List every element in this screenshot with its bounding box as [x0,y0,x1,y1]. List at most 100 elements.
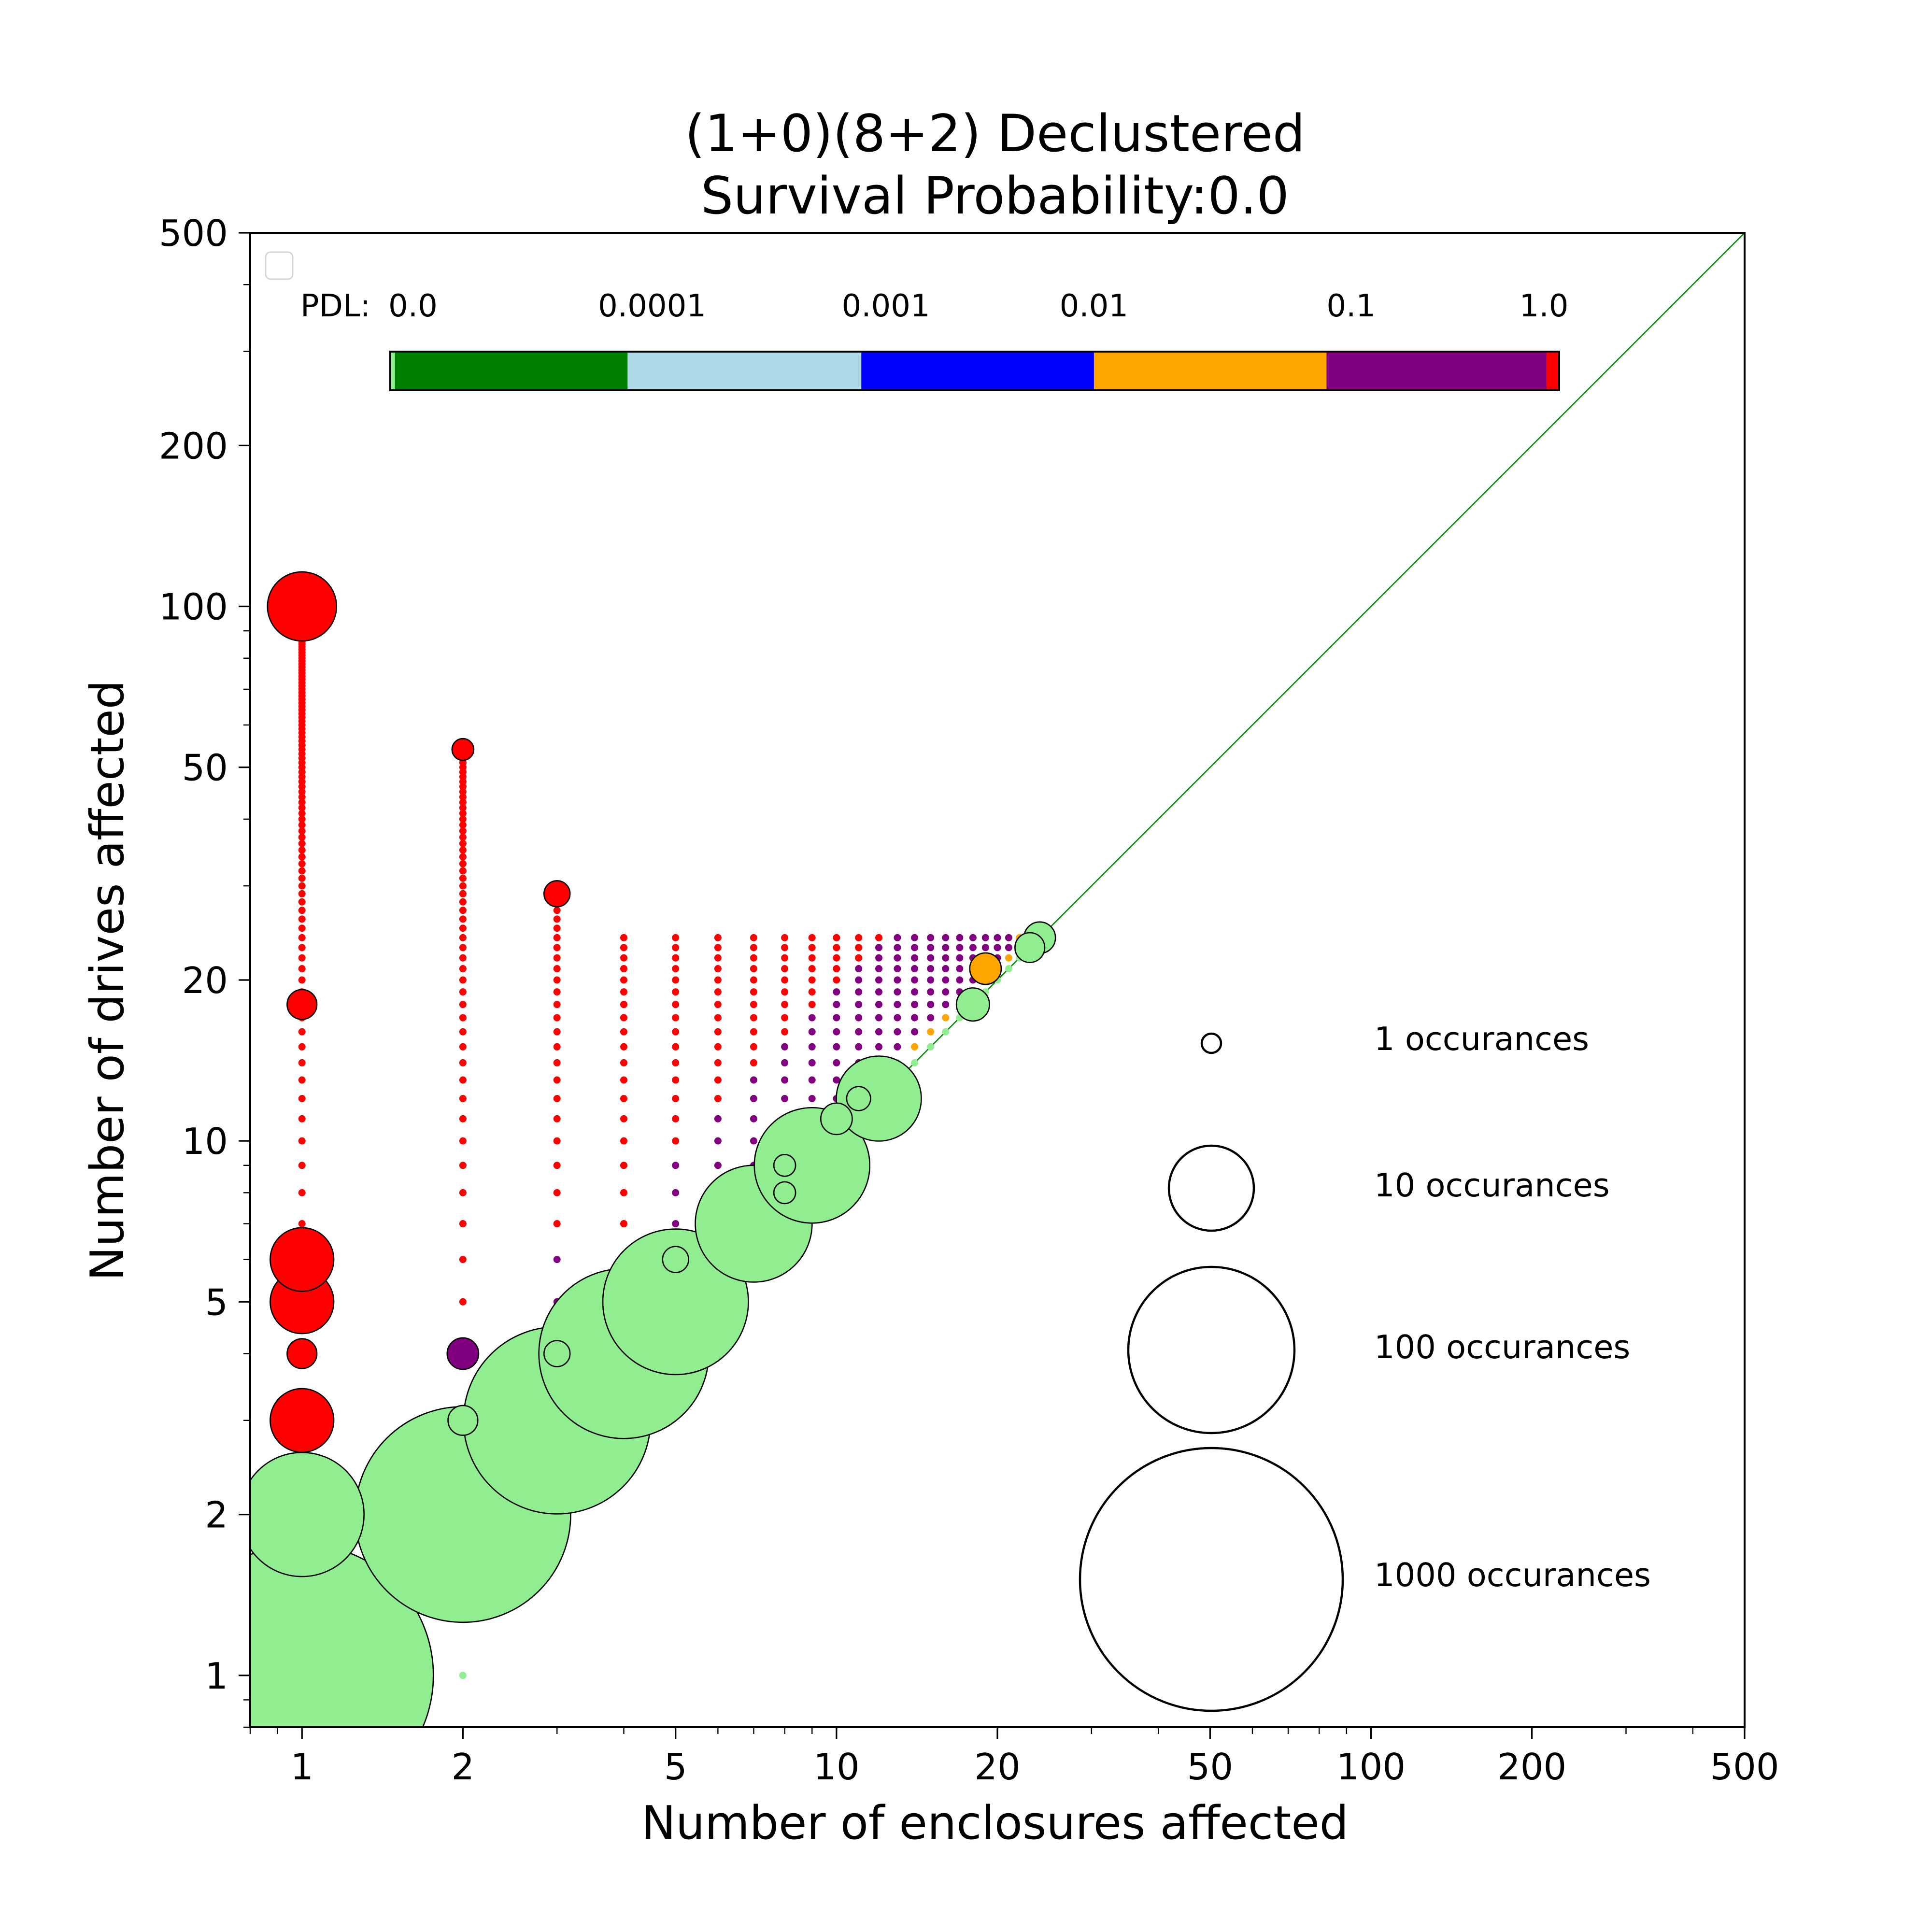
y-tick-label: 200 [159,425,228,467]
small-point-x14-y16 [911,1028,919,1036]
small-point-x9-y22 [808,954,816,962]
data-point-x8-y8 [773,1181,796,1205]
small-point-x11-y15 [855,1043,863,1051]
small-point-x1-y21 [298,965,306,973]
data-point-x3-y4 [543,1340,571,1367]
data-point-x1-y18 [286,989,318,1020]
small-point-x1-y24 [298,934,306,941]
small-point-x3-y12 [553,1095,561,1103]
small-point-x1-y42 [298,804,306,811]
small-point-x4-y10 [620,1137,627,1145]
small-point-x1-y31 [298,874,306,882]
chart-title-line-2: Survival Probability:0.0 [701,166,1289,226]
small-point-x1-y44 [298,793,306,801]
small-point-x8-y19 [781,988,789,996]
small-point-x3-y25 [553,924,561,932]
small-point-x21-y22 [1005,954,1012,962]
small-point-x2-y5 [459,1298,467,1306]
small-point-x10-y19 [833,988,840,996]
small-point-x11-y17 [855,1014,863,1022]
small-point-x5-y21 [672,965,680,973]
small-point-x5-y24 [672,934,680,941]
small-point-x2-y43 [459,798,467,806]
small-point-x10-y17 [833,1014,840,1022]
small-point-x8-y18 [781,1001,789,1009]
small-point-x1-y45 [298,788,306,796]
small-point-x6-y13 [714,1076,722,1084]
small-point-x8-y20 [781,976,789,984]
small-point-x9-y20 [808,976,816,984]
small-point-x21-y23 [1005,944,1012,952]
data-point-x1-y2 [250,1451,365,1577]
x-tick-label: 500 [1710,1746,1779,1788]
small-point-x1-y38 [298,827,306,835]
small-point-x9-y24 [808,934,816,941]
small-point-x1-y35 [298,846,306,854]
small-point-x3-y21 [553,965,561,973]
small-point-x3-y23 [553,944,561,952]
small-point-x6-y24 [714,934,722,941]
small-point-x16-y20 [942,976,950,984]
x-tick-label: 20 [974,1746,1020,1788]
small-point-x9-y14 [808,1059,816,1066]
y-tick-label: 20 [182,959,228,1002]
small-point-x1-y16 [298,1028,306,1036]
small-point-x2-y32 [459,867,467,875]
chart-title-line-1: (1+0)(8+2) Declustered [685,104,1305,163]
small-point-x16-y17 [942,1014,950,1022]
small-point-x14-y20 [911,976,919,984]
x-tick-label: 2 [452,1746,475,1788]
small-point-x11-y18 [855,1001,863,1009]
small-point-x3-y20 [553,976,561,984]
small-point-x3-y10 [553,1137,561,1145]
small-point-x2-y22 [459,954,467,962]
small-point-x3-y16 [553,1028,561,1036]
small-point-x8-y12 [781,1095,789,1103]
small-point-x13-y16 [894,1028,901,1036]
small-point-x6-y11 [714,1115,722,1122]
small-point-x14-y19 [911,988,919,996]
small-point-x2-y44 [459,793,467,801]
small-point-x7-y14 [750,1059,757,1066]
small-point-x13-y19 [894,988,901,996]
data-point-x11-y12 [846,1086,871,1111]
small-point-x3-y14 [553,1059,561,1066]
y-tick-label: 500 [159,212,228,255]
small-point-x13-y15 [894,1043,901,1051]
small-point-x12-y23 [875,944,882,952]
small-point-x1-y12 [298,1095,306,1103]
small-point-x4-y21 [620,965,627,973]
y-tick-label: 5 [205,1281,228,1323]
small-point-x8-y13 [781,1076,789,1084]
small-point-x10-y24 [833,934,840,941]
small-point-x7-y13 [750,1076,757,1084]
small-point-x2-y40 [459,815,467,823]
small-point-x10-y20 [833,976,840,984]
small-point-x12-y20 [875,976,882,984]
small-point-x7-y15 [750,1043,757,1051]
small-point-x1-y20 [298,976,306,984]
small-point-x15-y15 [927,1043,935,1051]
small-point-x2-y13 [459,1076,467,1084]
small-point-x20-y23 [994,944,1001,952]
small-point-x8-y23 [781,944,789,952]
small-point-x7-y24 [750,934,757,941]
small-point-x8-y15 [781,1043,789,1051]
data-point-x19-y21 [969,952,1002,985]
data-point-x1-y6 [270,1227,335,1292]
small-point-x6-y21 [714,965,722,973]
small-point-x7-y12 [750,1095,757,1103]
small-point-x7-y10 [750,1137,757,1145]
small-point-x4-y7 [620,1220,627,1228]
small-point-x4-y19 [620,988,627,996]
small-point-x10-y15 [833,1043,840,1051]
small-point-x2-y1 [459,1672,467,1679]
small-point-x2-y9 [459,1162,467,1169]
overlay: PDL: 0.0 0.0001 0.001 0.01 0.1 1.0 1 occurances… [265,251,1651,1712]
size-legend-circle [1200,1032,1222,1054]
small-point-x14-y18 [911,1001,919,1009]
small-point-x4-y8 [620,1189,627,1196]
small-point-x1-y33 [298,860,306,867]
small-point-x2-y34 [459,853,467,861]
